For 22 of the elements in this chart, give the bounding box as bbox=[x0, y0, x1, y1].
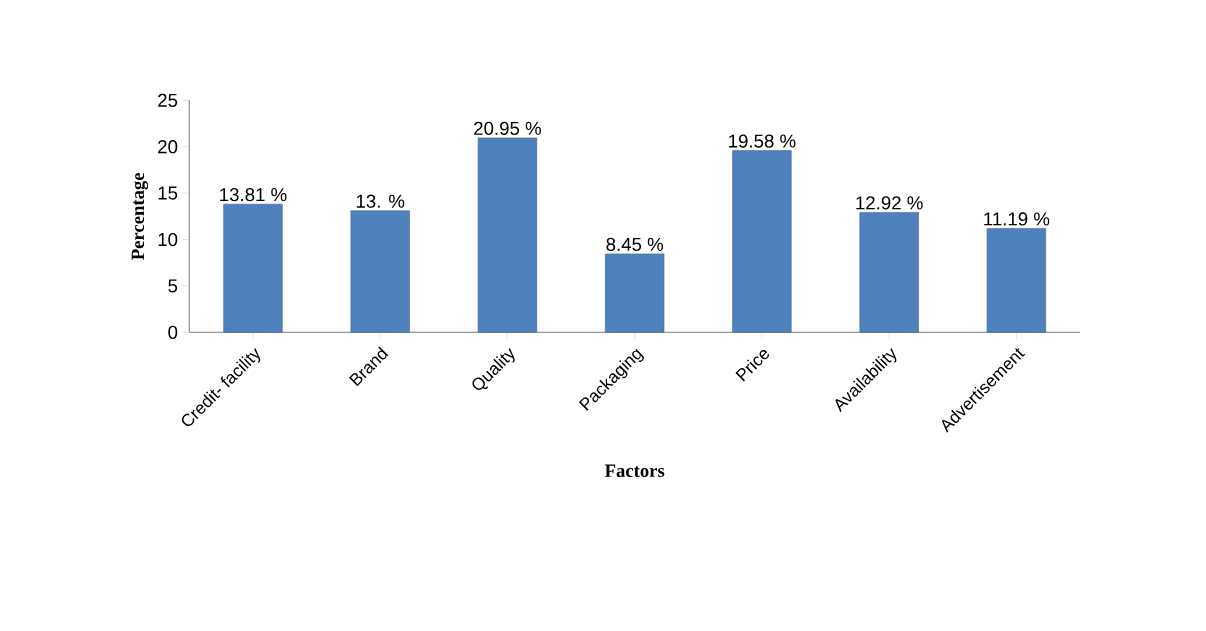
data-label: 19.58 % bbox=[729, 134, 796, 148]
data-label: 8.45 % bbox=[606, 237, 664, 251]
y-tick-label: 5 bbox=[168, 279, 178, 293]
data-label: 20.95 % bbox=[474, 121, 541, 135]
bar bbox=[350, 210, 410, 333]
y-tick-label: 25 bbox=[158, 93, 178, 107]
y-tick-label: 15 bbox=[158, 186, 178, 200]
y-tick-label: 10 bbox=[158, 232, 178, 247]
bar bbox=[732, 150, 792, 333]
data-label: 11.19 % bbox=[984, 212, 1050, 226]
bar bbox=[477, 137, 538, 333]
x-axis-title: Factors bbox=[604, 464, 665, 478]
data-label: 13. % bbox=[356, 194, 405, 208]
data-label: 13.81 % bbox=[220, 188, 287, 202]
y-tick-label: 0 bbox=[168, 325, 178, 339]
bar bbox=[859, 212, 919, 333]
bar bbox=[986, 228, 1046, 333]
y-axis-title: Percentage bbox=[131, 172, 149, 260]
y-tick-label: 20 bbox=[158, 140, 178, 154]
data-label: 12.92 % bbox=[856, 196, 923, 210]
bar bbox=[223, 203, 283, 333]
bar bbox=[605, 253, 665, 333]
